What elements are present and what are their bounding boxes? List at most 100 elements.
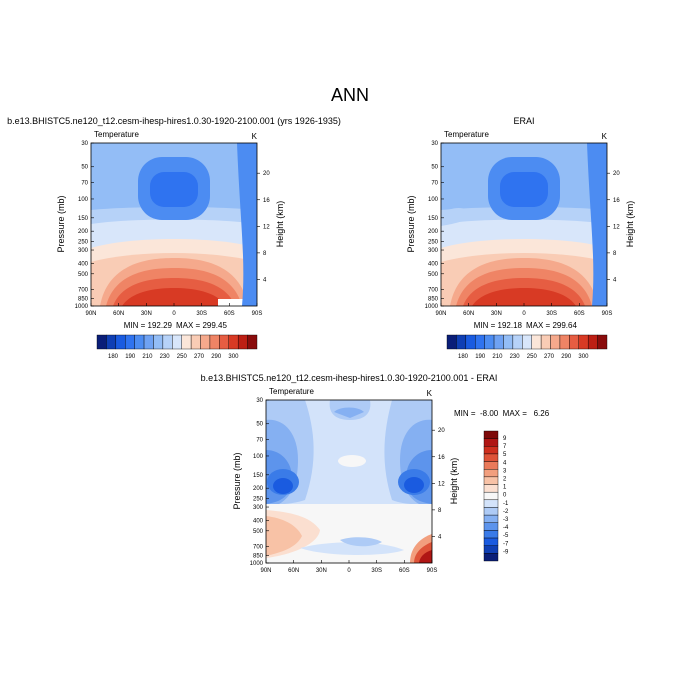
height-axis: 20 16 12 8 4 [432, 428, 445, 540]
height-tick-label: 16 [438, 455, 445, 461]
y-tick-label: 250 [78, 240, 89, 246]
colorbar-swatch [512, 334, 523, 350]
y-axis: 30 50 70 100 150 200 250 300 400 500 700 850 1000 [425, 141, 444, 310]
colorbar-swatch [237, 334, 248, 350]
colorbar-swatch [228, 334, 239, 350]
y-axis-label: Pressure (mb) [56, 195, 66, 252]
x-tick-label: 60S [224, 311, 235, 317]
colorbar-swatch [483, 461, 499, 470]
colorbar-swatch [483, 469, 499, 478]
colorbar-label: 180 [458, 354, 469, 360]
y-tick-label: 850 [78, 296, 89, 302]
y-tick-label: 50 [256, 422, 263, 428]
colorbar-label: -4 [503, 525, 509, 531]
colorbar-swatch [483, 438, 499, 447]
colorbar-swatch [483, 537, 499, 546]
min-label: MIN = 192.18 [474, 321, 523, 330]
x-tick-label: 0 [172, 311, 176, 317]
panel-right-label: K [427, 389, 433, 398]
y-axis-label: Pressure (mb) [232, 452, 242, 509]
colorbar-label: -3 [503, 517, 509, 523]
colorbar-swatch [483, 514, 499, 523]
y-tick-label: 30 [256, 398, 263, 404]
y-tick-label: 300 [78, 248, 89, 254]
colorbar-swatch [247, 334, 258, 350]
figure-title: ANN [331, 85, 369, 105]
height-axis-label: Height (km) [275, 201, 285, 248]
heatmap-fill [91, 143, 257, 306]
y-tick-label: 400 [428, 261, 439, 267]
panel-right-label: K [602, 132, 608, 141]
min-label: MIN = 192.29 [124, 321, 173, 330]
colorbar-label: -2 [503, 509, 509, 515]
colorbar-label: 210 [142, 354, 153, 360]
colorbar-label: 230 [160, 354, 171, 360]
colorbar-swatch [143, 334, 154, 350]
panel-left-label: Temperature [94, 130, 139, 139]
height-tick-label: 4 [613, 277, 617, 283]
colorbar: 180 190 210 230 250 270 290 300 [96, 334, 258, 360]
x-tick-label: 90N [435, 311, 446, 317]
y-tick-label: 250 [428, 240, 439, 246]
colorbar-label: 190 [125, 354, 136, 360]
y-tick-label: 100 [428, 197, 439, 203]
colorbar-swatch [115, 334, 126, 350]
height-axis: 20 16 12 8 4 [257, 171, 270, 283]
y-tick-label: 250 [253, 497, 264, 503]
colorbar: 9 7 5 4 3 2 1 0 -1 -2 -3 -4 -5 -7 -9 [483, 430, 509, 562]
colorbar-label: 210 [492, 354, 503, 360]
y-tick-label: 30 [81, 141, 88, 147]
x-tick-label: 30S [371, 568, 382, 574]
y-tick-label: 500 [428, 272, 439, 278]
x-tick-label: 30S [196, 311, 207, 317]
colorbar-swatch [483, 491, 499, 501]
minmax-label: MIN = -8.00 MAX = 6.26 [454, 409, 550, 418]
x-tick-label: 30N [141, 311, 152, 317]
colorbar-swatch [483, 499, 499, 508]
height-tick-label: 20 [613, 171, 620, 177]
x-tick-label: 30N [316, 568, 327, 574]
colorbar-label: -1 [503, 501, 509, 507]
height-tick-label: 8 [438, 508, 442, 514]
panel-right-label: K [252, 132, 258, 141]
y-tick-label: 1000 [75, 304, 89, 310]
panel-left-label: Temperature [444, 130, 489, 139]
colorbar-label: 7 [503, 444, 507, 450]
x-tick-label: 90N [85, 311, 96, 317]
colorbar-swatch [483, 507, 499, 516]
colorbar-swatch [559, 334, 570, 350]
colorbar-label: 2 [503, 477, 507, 483]
x-tick-label: 30N [491, 311, 502, 317]
colorbar-label: -7 [503, 541, 509, 547]
colorbar-swatch [475, 334, 485, 350]
x-tick-label: 90N [260, 568, 271, 574]
height-tick-label: 12 [613, 224, 620, 230]
colorbar-swatch [483, 476, 499, 485]
max-label: MAX = 299.64 [526, 321, 577, 330]
x-tick-label: 90S [427, 568, 438, 574]
colorbar-swatch [181, 334, 192, 350]
colorbar-label: -5 [503, 533, 509, 539]
panel-title: ERAI [513, 116, 534, 126]
x-axis: 90N 60N 30N 0 30S 60S 90S [85, 303, 262, 317]
y-tick-label: 50 [81, 165, 88, 171]
colorbar-swatch [531, 334, 542, 350]
colorbar-label: 290 [211, 354, 222, 360]
height-tick-label: 12 [263, 224, 270, 230]
y-axis: 30 50 70 100 150 200 250 300 400 500 700 850 1000 [250, 398, 269, 567]
colorbar-swatch [522, 334, 532, 350]
colorbar-label: 9 [503, 436, 507, 442]
colorbar-swatch [483, 446, 499, 455]
y-tick-label: 150 [428, 216, 439, 222]
colorbar-label: 5 [503, 452, 507, 458]
colorbar-swatch [209, 334, 220, 350]
colorbar-label: 250 [177, 354, 188, 360]
x-tick-label: 90S [602, 311, 613, 317]
colorbar-label: 270 [544, 354, 555, 360]
y-tick-label: 50 [431, 165, 438, 171]
x-axis: 90N 60N 30N 0 30S 60S 90S [435, 303, 612, 317]
colorbar-label: 270 [194, 354, 205, 360]
y-tick-label: 700 [253, 544, 264, 550]
colorbar-label: 190 [475, 354, 486, 360]
colorbar-swatch [483, 484, 499, 493]
